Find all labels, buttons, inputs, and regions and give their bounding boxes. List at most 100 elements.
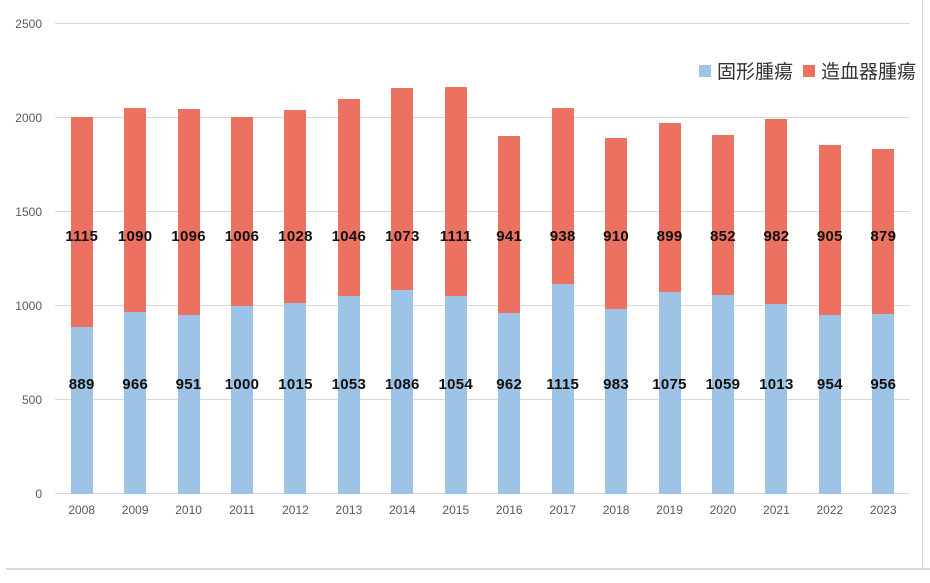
bar-group-2008: 1115 889 <box>55 24 108 494</box>
bar-group-2016: 941 962 <box>483 24 536 494</box>
x-axis-tick-label: 2011 <box>229 503 255 517</box>
x-axis-tick-label: 2017 <box>549 503 576 517</box>
legend-label: 造血器腫瘍 <box>820 62 916 83</box>
bar-segment-solid-tumor <box>711 294 734 494</box>
bar-group-2011: 1006 1000 <box>215 24 268 494</box>
bar-segment-hematologic-tumor <box>498 136 521 314</box>
bar-segment-hematologic-tumor <box>124 107 147 313</box>
bar-segment-hematologic-tumor <box>231 116 254 306</box>
y-axis-tick-label: 2000 <box>15 111 42 125</box>
data-label-hematologic-tumor: 910 <box>603 228 630 245</box>
data-label-hematologic-tumor: 1046 <box>331 228 367 245</box>
bar-segment-hematologic-tumor <box>818 144 841 315</box>
bar-segment-hematologic-tumor <box>337 99 360 297</box>
bar-segment-hematologic-tumor <box>605 138 628 310</box>
y-axis-tick-label: 2500 <box>15 17 42 31</box>
data-label-solid-tumor: 1015 <box>278 376 313 393</box>
x-axis-tick-label: 2009 <box>121 503 149 517</box>
bar-group-2010: 1096 951 <box>162 24 215 494</box>
data-label-solid-tumor: 951 <box>175 376 202 393</box>
gridline <box>55 23 910 24</box>
x-axis-tick-label: 2016 <box>495 503 523 517</box>
bar-segment-hematologic-tumor <box>711 134 734 295</box>
y-axis-tick-label: 0 <box>35 487 42 501</box>
data-label-hematologic-tumor: 1111 <box>439 228 472 245</box>
bar-segment-hematologic-tumor <box>765 118 788 304</box>
data-label-hematologic-tumor: 1028 <box>278 228 313 245</box>
bar-segment-hematologic-tumor <box>391 88 414 290</box>
bar-segment-solid-tumor <box>70 326 93 494</box>
bar-segment-solid-tumor <box>124 312 147 494</box>
bar-segment-hematologic-tumor <box>872 149 895 315</box>
gridline <box>55 305 910 306</box>
bar-segment-solid-tumor <box>818 314 841 494</box>
data-label-hematologic-tumor: 852 <box>710 228 736 245</box>
x-axis-tick-label: 2015 <box>442 503 470 517</box>
bar-segment-solid-tumor <box>605 309 628 494</box>
gridline <box>55 493 910 494</box>
data-label-hematologic-tumor: 1073 <box>385 228 420 245</box>
data-label-solid-tumor: 966 <box>122 376 149 393</box>
data-label-hematologic-tumor: 905 <box>816 228 843 245</box>
bar-segment-hematologic-tumor <box>551 108 574 285</box>
bar-group-2020: 852 1059 <box>696 24 749 494</box>
bar-segment-solid-tumor <box>765 303 788 494</box>
data-label-solid-tumor: 1059 <box>705 376 741 393</box>
x-axis-tick-label: 2023 <box>869 503 897 517</box>
legend-item-hematologic-tumor: 造血器腫瘍 <box>802 57 916 84</box>
legend-color-swatch <box>698 64 711 77</box>
bar-segment-hematologic-tumor <box>177 109 200 316</box>
x-axis-tick-label: 2019 <box>656 503 683 517</box>
x-axis-tick-label: 2018 <box>602 503 630 517</box>
x-axis-tick-label: 2012 <box>282 503 309 517</box>
bar-group-2009: 1090 966 <box>108 24 161 494</box>
data-label-solid-tumor: 1115 <box>546 376 580 393</box>
bar-segment-hematologic-tumor <box>70 117 93 327</box>
bar-group-2021: 982 1013 <box>750 24 803 494</box>
data-label-solid-tumor: 954 <box>816 376 843 393</box>
gridline <box>55 211 910 212</box>
data-label-hematologic-tumor: 1090 <box>117 228 153 245</box>
y-axis-tick-label: 1000 <box>15 299 42 313</box>
legend-label: 固形腫瘍 <box>716 62 793 83</box>
data-label-hematologic-tumor: 1115 <box>65 228 99 245</box>
bar-segment-solid-tumor <box>872 314 895 494</box>
data-label-hematologic-tumor: 879 <box>870 228 897 245</box>
data-label-solid-tumor: 1053 <box>331 376 367 393</box>
bar-segment-solid-tumor <box>284 303 307 494</box>
bar-segment-hematologic-tumor <box>444 87 467 296</box>
bar-segment-solid-tumor <box>658 291 681 494</box>
x-axis: 2008 2009 2010 2011 2012 2013 2014 2015 2016 2017… <box>55 501 910 519</box>
plot-area: 1115 889 1090 966 1096 951 1006 1000 1028 1015 104… <box>55 23 910 494</box>
data-label-solid-tumor: 1013 <box>759 376 794 393</box>
y-axis-tick-label: 1500 <box>15 205 42 219</box>
bar-segment-solid-tumor <box>177 315 200 494</box>
x-axis-tick-label: 2008 <box>68 503 96 517</box>
data-label-solid-tumor: 1054 <box>438 376 474 393</box>
legend-color-swatch <box>802 64 815 77</box>
bar-group-2019: 899 1075 <box>643 24 696 494</box>
x-axis-tick-label: 2013 <box>335 503 363 517</box>
bar-segment-solid-tumor <box>551 284 574 494</box>
data-label-hematologic-tumor: 982 <box>763 228 790 245</box>
bar-segment-solid-tumor <box>444 295 467 494</box>
bar-segment-hematologic-tumor <box>658 122 681 292</box>
data-label-solid-tumor: 962 <box>496 376 523 393</box>
data-label-hematologic-tumor: 941 <box>496 228 523 245</box>
legend-item-solid-tumor: 固形腫瘍 <box>698 57 793 84</box>
gridline <box>55 399 910 400</box>
data-label-solid-tumor: 1075 <box>652 376 687 393</box>
y-axis-tick-label: 500 <box>21 393 42 407</box>
y-axis: 0 500 1000 1500 2000 2500 <box>0 17 45 501</box>
data-label-hematologic-tumor: 1006 <box>224 228 260 245</box>
chart-legend: 固形腫瘍 造血器腫瘍 <box>698 57 916 84</box>
data-label-hematologic-tumor: 938 <box>549 228 576 245</box>
data-label-solid-tumor: 956 <box>870 376 897 393</box>
bar-group-2015: 1111 1054 <box>429 24 482 494</box>
data-label-solid-tumor: 1000 <box>224 376 260 393</box>
x-axis-tick-label: 2021 <box>763 503 790 517</box>
chart-border-bottom <box>6 568 930 570</box>
data-label-solid-tumor: 889 <box>68 376 95 393</box>
bar-group-2012: 1028 1015 <box>269 24 322 494</box>
